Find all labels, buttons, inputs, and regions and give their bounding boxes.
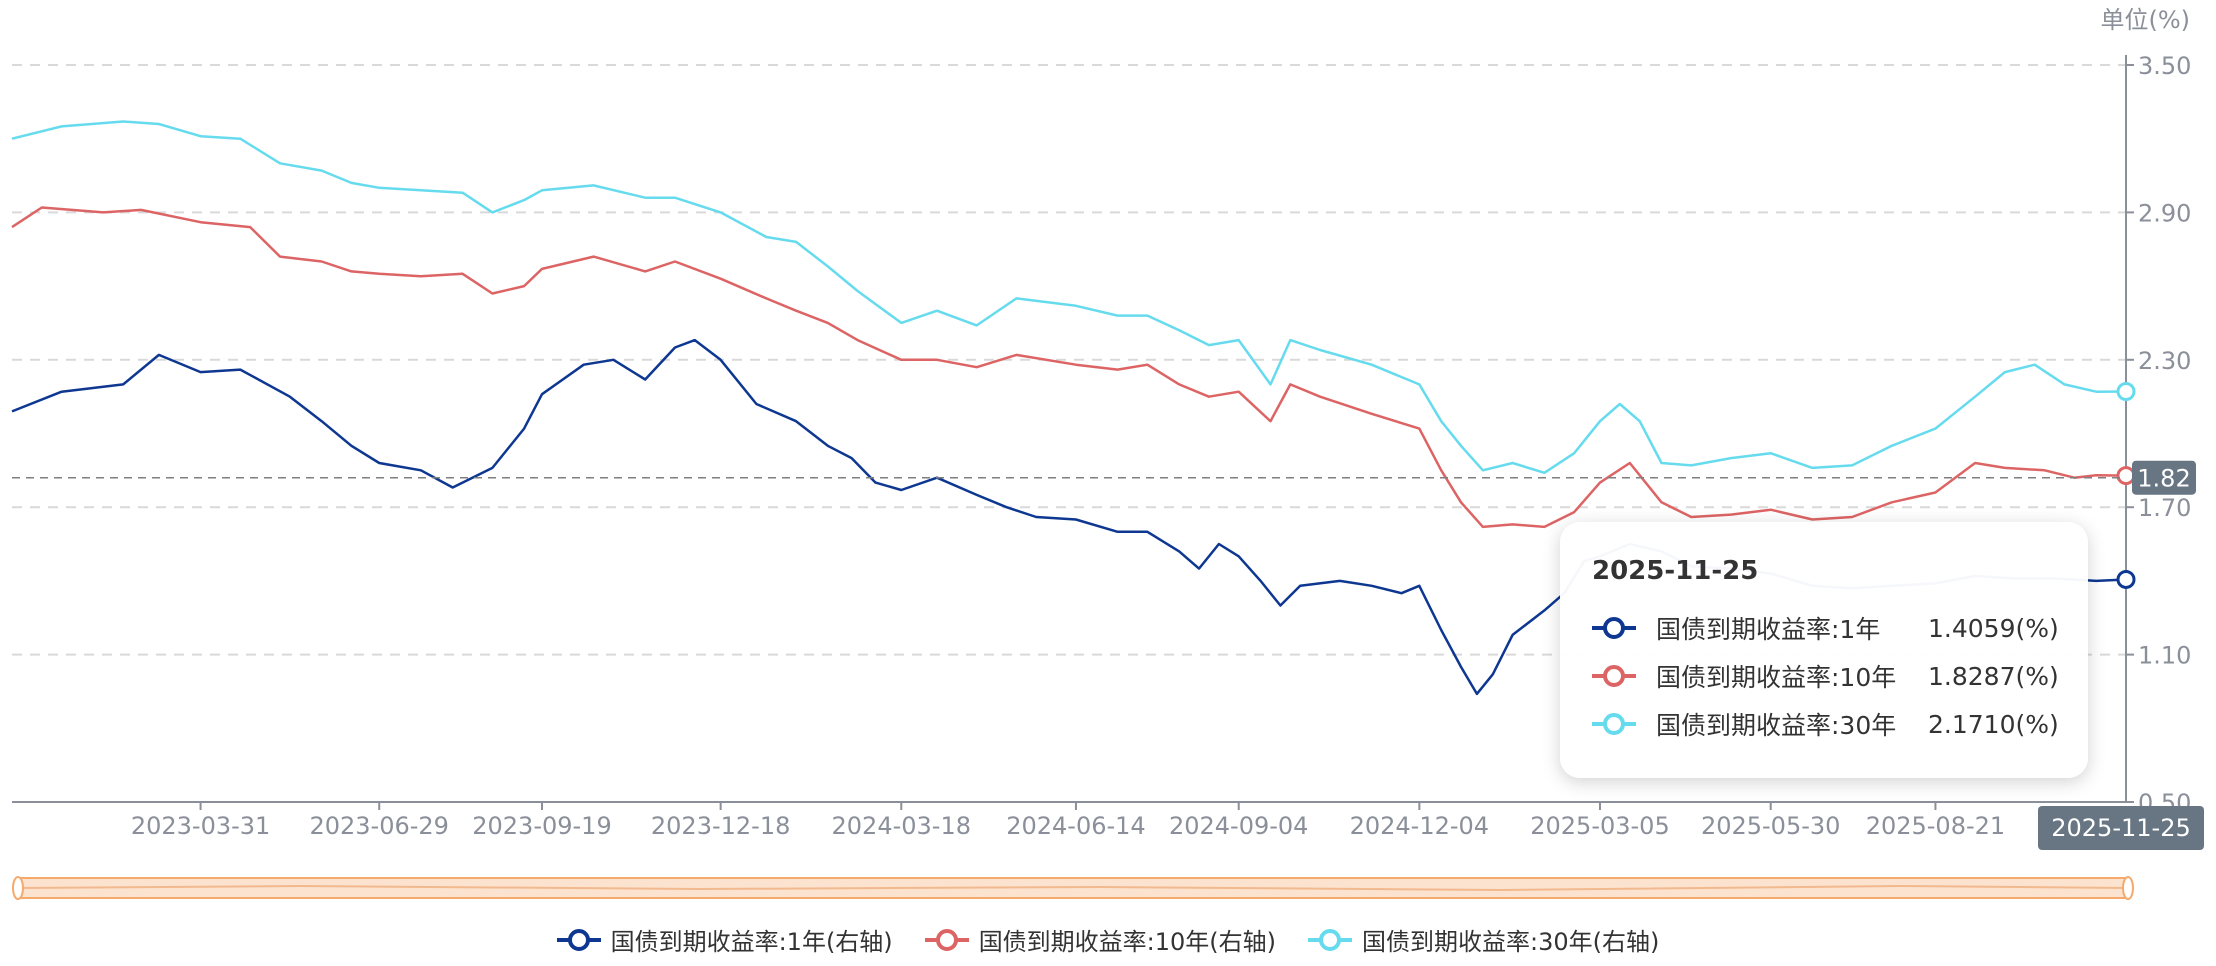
y-tick-label: 3.50 bbox=[2138, 52, 2191, 80]
crosshair-date-label: 2025-11-25 bbox=[2051, 814, 2190, 842]
tooltip-value: 2.1710(%) bbox=[1928, 709, 2059, 739]
y-tick-label: 1.10 bbox=[2138, 642, 2191, 670]
tooltip-value: 1.8287(%) bbox=[1928, 661, 2059, 691]
x-tick-label: 2024-06-14 bbox=[1006, 812, 1145, 840]
legend-marker-icon bbox=[556, 928, 601, 951]
x-tick-label: 2023-03-31 bbox=[131, 812, 270, 840]
series-line-2 bbox=[11, 120, 2127, 475]
series-endpoint-marker bbox=[2116, 569, 2136, 589]
crosshair-date-badge bbox=[2038, 806, 2204, 850]
x-tick-label: 2023-12-18 bbox=[651, 812, 790, 840]
series-endpoint-marker bbox=[2116, 381, 2136, 401]
series-endpoint-marker bbox=[2116, 466, 2136, 486]
series-marker-icon bbox=[1592, 617, 1636, 639]
tooltip: 2025-11-25 国债到期收益率:1年 1.4059(%) 国债到期收益率:… bbox=[1560, 522, 2088, 778]
x-tick-label: 2025-03-05 bbox=[1530, 812, 1669, 840]
x-tick-label: 2024-09-04 bbox=[1169, 812, 1308, 840]
x-tick-label: 2025-08-21 bbox=[1866, 812, 2005, 840]
legend-item-10y[interactable]: 国债到期收益率:10年(右轴) bbox=[924, 922, 1277, 957]
tooltip-row-1y: 国债到期收益率:1年 1.4059(%) bbox=[1592, 604, 2059, 652]
tooltip-label: 国债到期收益率:1年 bbox=[1656, 615, 1881, 644]
tooltip-row-10y: 国债到期收益率:10年 1.8287(%) bbox=[1592, 652, 2059, 700]
x-tick-label: 2023-06-29 bbox=[309, 812, 448, 840]
x-tick-label: 2024-03-18 bbox=[832, 812, 971, 840]
unit-label: 单位(%) bbox=[2100, 6, 2190, 34]
legend-marker-icon bbox=[924, 928, 969, 951]
y-tick-label: 1.70 bbox=[2138, 494, 2191, 522]
legend-label: 国债到期收益率:30年(右轴) bbox=[1362, 928, 1660, 956]
series-marker-icon bbox=[1592, 713, 1636, 735]
legend-item-30y[interactable]: 国债到期收益率:30年(右轴) bbox=[1308, 922, 1659, 957]
slider-handle-icon bbox=[12, 876, 24, 900]
zoom-slider-preview bbox=[17, 884, 2129, 892]
x-tick-label: 2024-12-04 bbox=[1350, 812, 1489, 840]
x-tick-label: 2025-05-30 bbox=[1701, 812, 1840, 840]
y-tick-label: 2.30 bbox=[2138, 347, 2191, 375]
legend-item-1y[interactable]: 国债到期收益率:1年(右轴) bbox=[556, 922, 893, 957]
series-marker-icon bbox=[1592, 665, 1636, 687]
tooltip-label: 国债到期收益率:30年 bbox=[1656, 711, 1897, 740]
tooltip-date: 2025-11-25 bbox=[1592, 556, 1759, 586]
legend-label: 国债到期收益率:1年(右轴) bbox=[610, 928, 893, 956]
y-tick-label: 2.90 bbox=[2138, 199, 2191, 227]
series-line-1 bbox=[11, 206, 2127, 529]
tooltip-row-30y: 国债到期收益率:30年 2.1710(%) bbox=[1592, 700, 2059, 748]
tooltip-label: 国债到期收益率:10年 bbox=[1656, 663, 1897, 692]
crosshair-value-badge bbox=[2132, 460, 2196, 495]
tooltip-value: 1.4059(%) bbox=[1928, 613, 2059, 643]
legend-marker-icon bbox=[1308, 928, 1353, 951]
crosshair-value-label: 1.82 bbox=[2137, 465, 2190, 493]
x-tick-label: 2023-09-19 bbox=[472, 812, 611, 840]
legend: 国债到期收益率:1年(右轴) 国债到期收益率:10年(右轴) 国债到期收益率:3… bbox=[0, 922, 2216, 957]
overlay-layer: 1.82 2025-11-25 bbox=[12, 381, 2204, 900]
slider-handle-icon bbox=[2122, 876, 2134, 900]
legend-label: 国债到期收益率:10年(右轴) bbox=[978, 928, 1277, 956]
